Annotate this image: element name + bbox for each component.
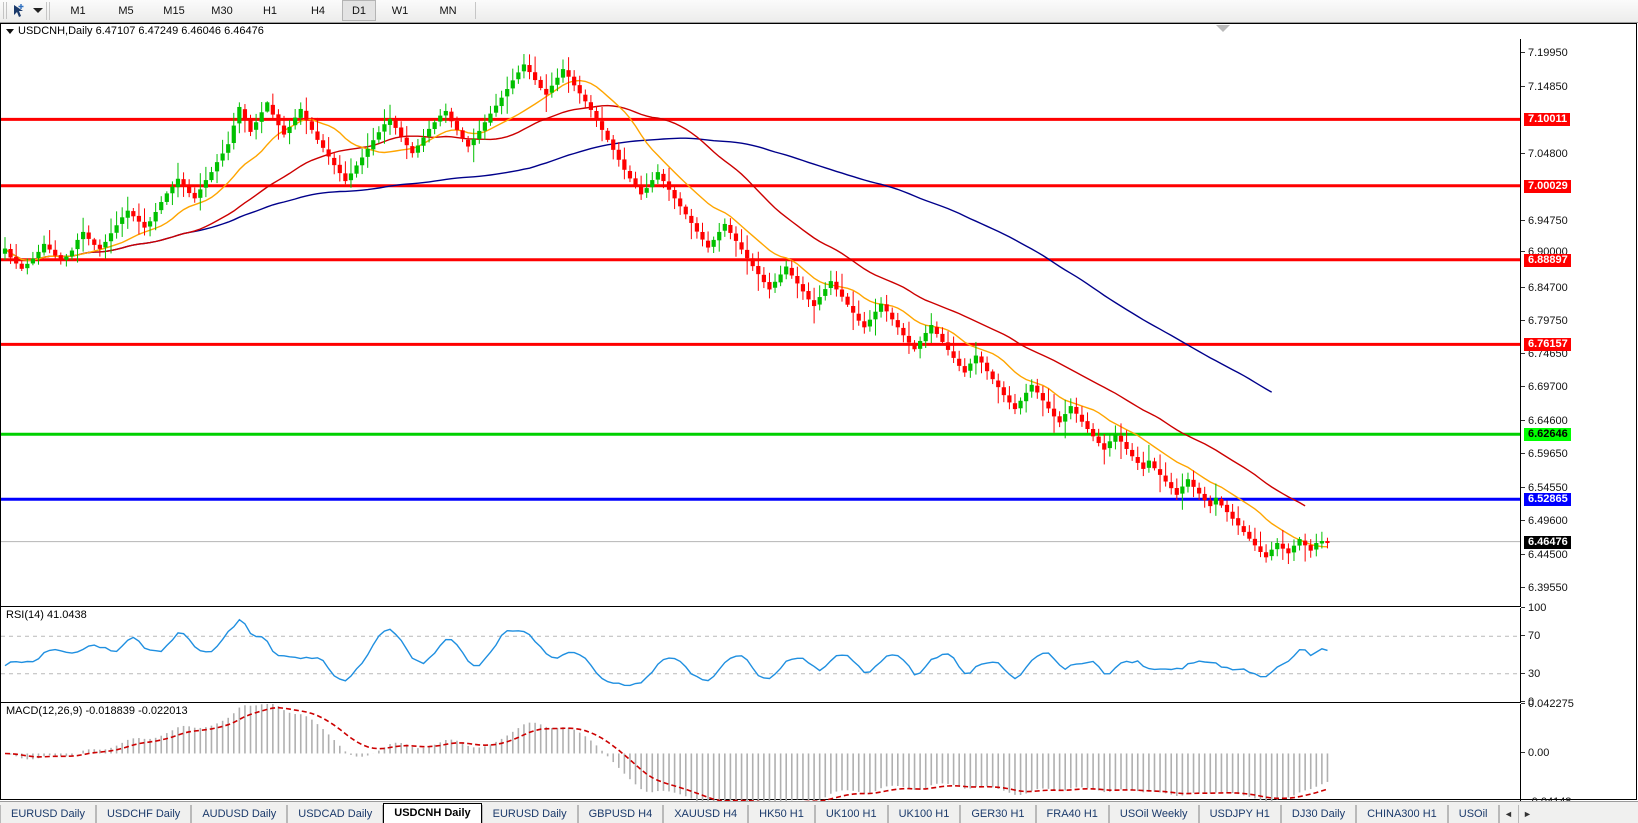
chart-tab-uk100-h1[interactable]: UK100 H1 [887,805,961,823]
price-level-tag[interactable]: 6.76157 [1524,338,1571,352]
chart-tab-usoil-weekly[interactable]: USOil Weekly [1108,805,1199,823]
macd-chart-canvas [4,704,1329,802]
chart-tab-usdjpy-h1[interactable]: USDJPY H1 [1198,805,1281,823]
toolbar-divider [475,2,476,19]
toolbar-separator-grip[interactable] [45,2,52,20]
chart-tab-usoil[interactable]: USOil [1447,805,1499,823]
chart-tab-hk50-h1[interactable]: HK50 H1 [748,805,815,823]
timeframe-button-m5[interactable]: M5 [118,4,134,17]
macd-pane[interactable]: MACD(12,26,9) -0.018839 -0.022013 [1,704,1521,803]
collapse-triangle-icon[interactable] [1216,25,1230,32]
price-level-tag[interactable]: 7.10011 [1524,113,1571,127]
timeframe-button-m30[interactable]: M30 [211,4,233,17]
timeframe-button-w1[interactable]: W1 [391,4,409,17]
chart-window[interactable]: USDCNH,Daily 6.47107 6.47249 6.46046 6.4… [0,23,1637,820]
timeframe-button-h1[interactable]: H1 [262,4,278,17]
chart-context-arrow-icon[interactable] [6,29,14,34]
timeframe-button-m1[interactable]: M1 [70,4,86,17]
chart-tab-gbpusd-h4[interactable]: GBPUSD H4 [577,805,664,823]
rsi-pane[interactable]: RSI(14) 41.0438 [1,608,1521,703]
chart-tab-xauusd-h4[interactable]: XAUUSD H4 [663,805,749,823]
toolbar-grip[interactable] [2,2,10,19]
main-toolbar: M1 M5 M15 M30 H1 H4 D1 W1 MN [0,0,1638,23]
chart-tab-usdcad-daily[interactable]: USDCAD Daily [287,805,384,823]
rsi-chart-canvas [1,618,1520,687]
chevron-left-icon[interactable]: ◄ [1498,805,1518,823]
chevron-right-icon[interactable]: ► [1517,805,1537,823]
timeframe-button-mn[interactable]: MN [439,4,457,17]
chart-tab-eurusd-daily[interactable]: EURUSD Daily [0,805,96,823]
chart-tab-usdcnh-daily[interactable]: USDCNH Daily [383,803,482,823]
price-scale[interactable]: 7.19950 7.14850 7.04800 6.94750 6.90000 6.847… [1521,39,1637,808]
price-level-tag[interactable]: 6.52865 [1524,493,1571,507]
cursor-dropdown-icon[interactable] [33,8,43,13]
timeframe-toolbar[interactable]: M1 M5 M15 M30 H1 H4 D1 W1 MN [54,0,479,21]
rsi-label: RSI(14) 41.0438 [6,609,87,621]
cursor-crosshair-icon[interactable] [12,3,30,19]
price-chart-canvas [1,54,1520,565]
chart-window-tabbar[interactable]: EURUSD Daily USDCHF Daily AUDUSD Daily USDC… [0,801,1638,823]
chart-tab-eurusd-daily[interactable]: EURUSD Daily [481,805,578,823]
chart-symbol-label: USDCNH,Daily 6.47107 6.47249 6.46046 6.4… [18,25,264,37]
chart-tab-ger30-h1[interactable]: GER30 H1 [960,805,1036,823]
macd-label: MACD(12,26,9) -0.018839 -0.022013 [6,705,188,717]
chart-symbol-bar: USDCNH,Daily 6.47107 6.47249 6.46046 6.4… [1,24,1636,38]
price-level-tag[interactable]: 6.62646 [1524,428,1571,442]
chart-tab-uk100-h1[interactable]: UK100 H1 [814,805,888,823]
price-level-tag[interactable]: 6.88897 [1524,253,1571,267]
price-level-tag[interactable]: 7.00029 [1524,179,1571,193]
chart-tab-audusd-daily[interactable]: AUDUSD Daily [191,805,288,823]
timeframe-button-m15[interactable]: M15 [163,4,185,17]
timeframe-button-d1[interactable]: D1 [342,0,376,21]
price-pane[interactable] [1,39,1521,607]
chart-tab-dj30-daily[interactable]: DJ30 Daily [1280,805,1357,823]
chart-tab-china300-h1[interactable]: CHINA300 H1 [1356,805,1448,823]
price-level-tag[interactable]: 6.46476 [1524,535,1571,549]
chart-tab-usdchf-daily[interactable]: USDCHF Daily [95,805,192,823]
chart-tab-fra40-h1[interactable]: FRA40 H1 [1035,805,1109,823]
timeframe-button-h4[interactable]: H4 [310,4,326,17]
